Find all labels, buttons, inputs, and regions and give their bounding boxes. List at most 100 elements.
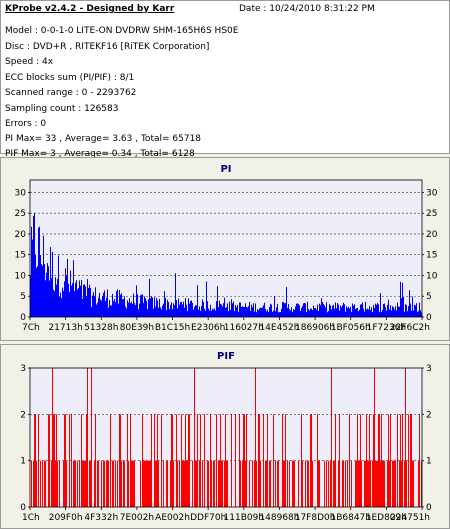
bar (277, 304, 278, 317)
bar (193, 309, 194, 317)
bar (321, 298, 322, 317)
bar (90, 460, 91, 507)
bar (252, 307, 253, 317)
bar (53, 289, 54, 317)
bar (388, 414, 389, 507)
bar (182, 304, 183, 317)
bar (275, 460, 276, 507)
pi-summary-line: PI Max= 33 , Average= 3.63 , Total= 6571… (5, 134, 202, 144)
bar (102, 296, 103, 317)
bar (415, 305, 416, 317)
bar (63, 290, 64, 317)
bar (107, 289, 108, 317)
plot-frame (29, 179, 423, 318)
bar (75, 460, 76, 507)
bar (184, 307, 185, 317)
bar (379, 312, 380, 317)
bar (66, 460, 67, 507)
bar (75, 282, 76, 317)
bar (136, 285, 137, 317)
bar (234, 311, 235, 317)
bar (103, 460, 104, 507)
bar (365, 460, 366, 507)
bar (339, 310, 340, 317)
bar (132, 460, 133, 507)
bar (145, 298, 146, 317)
bar (387, 460, 388, 507)
bar (382, 460, 383, 507)
bar (302, 305, 303, 317)
bar (194, 368, 195, 507)
bar (134, 460, 135, 507)
bar (418, 311, 419, 317)
bar (220, 303, 221, 317)
bar (417, 312, 418, 317)
bar (156, 460, 157, 507)
bar (205, 310, 206, 317)
bar (268, 312, 269, 317)
bar (146, 460, 147, 507)
bar (48, 266, 49, 317)
bar (303, 303, 304, 317)
bar (257, 309, 258, 317)
bar (410, 303, 411, 317)
pif-chart-panel: PIF 0 0 1 1 2 2 3 3 1Ch 209F0h 4F332h 7E002h AE002h DD… (0, 344, 450, 529)
pi-chart-panel: PI 0 0 5 5 10 10 15 15 20 20 25 25 30 30 7Ch 21713h 51328… (0, 157, 450, 341)
bar (101, 460, 102, 507)
bar (63, 460, 64, 507)
bar (170, 304, 171, 317)
bar (44, 264, 45, 317)
bar (175, 273, 176, 317)
chart-title: PIF (217, 351, 235, 362)
bar (149, 460, 150, 507)
y-tick-label-right: 1 (426, 457, 432, 467)
bar (65, 414, 66, 507)
bar (41, 264, 42, 317)
bar (216, 301, 217, 317)
bar (192, 302, 193, 317)
bar (43, 235, 44, 317)
bar (333, 460, 334, 507)
bar (40, 460, 41, 507)
bar (52, 368, 53, 507)
bar (114, 298, 115, 317)
bar (348, 306, 349, 317)
bar (115, 460, 116, 507)
bar (241, 306, 242, 317)
bar (173, 303, 174, 317)
bar (249, 460, 250, 507)
x-tick-label: 1BF056h (331, 323, 371, 333)
y-tick-label-left: 0 (20, 313, 26, 323)
bar (80, 285, 81, 317)
x-tick-label: 224751h (390, 513, 430, 523)
bar (307, 301, 308, 317)
bar (249, 301, 250, 317)
bar (121, 460, 122, 507)
bar (322, 301, 323, 317)
bar (260, 460, 261, 507)
bar (301, 414, 302, 507)
bar (74, 290, 75, 317)
bar (126, 308, 127, 317)
bar (97, 302, 98, 317)
x-tick-label: 51328h (84, 323, 118, 333)
bar (207, 301, 208, 317)
bar (105, 301, 106, 317)
x-tick-label: 80E39h (120, 323, 154, 333)
bar (59, 460, 60, 507)
bar (369, 306, 370, 317)
bar (252, 460, 253, 507)
bar (107, 460, 108, 507)
bar (108, 460, 109, 507)
bar (206, 281, 207, 317)
bar (376, 304, 377, 317)
bar (144, 460, 145, 507)
bar (51, 278, 52, 317)
bar (220, 414, 221, 507)
bar (147, 309, 148, 317)
ecc-line: ECC blocks sum (PI/PIF) : 8/1 (5, 73, 135, 83)
bar (278, 312, 279, 317)
bar (355, 308, 356, 317)
x-tick-label: 4F332h (84, 513, 118, 523)
bar (222, 306, 223, 317)
